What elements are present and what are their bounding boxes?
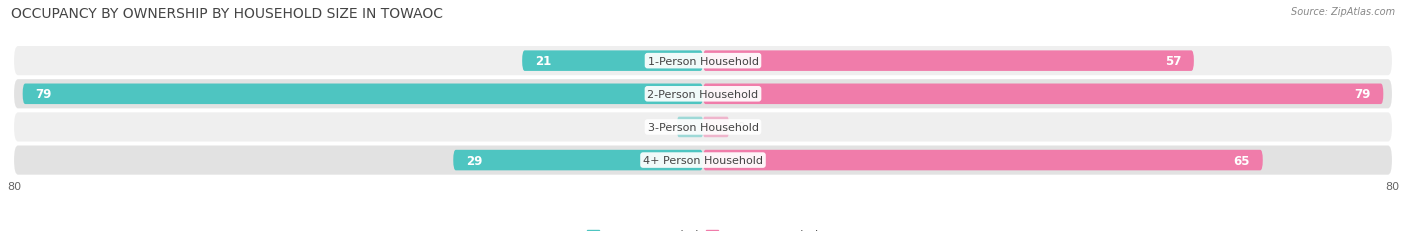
Legend: Owner-occupied, Renter-occupied: Owner-occupied, Renter-occupied	[582, 224, 824, 231]
FancyBboxPatch shape	[678, 117, 703, 138]
Text: 2-Person Household: 2-Person Household	[647, 89, 759, 99]
FancyBboxPatch shape	[703, 150, 1263, 171]
FancyBboxPatch shape	[14, 146, 1392, 175]
Text: 29: 29	[467, 154, 482, 167]
FancyBboxPatch shape	[703, 84, 1384, 105]
Text: 79: 79	[35, 88, 52, 101]
Text: 65: 65	[1233, 154, 1250, 167]
Text: 57: 57	[1164, 55, 1181, 68]
FancyBboxPatch shape	[703, 51, 1194, 72]
FancyBboxPatch shape	[703, 117, 728, 138]
Text: Source: ZipAtlas.com: Source: ZipAtlas.com	[1291, 7, 1395, 17]
Text: 79: 79	[1354, 88, 1371, 101]
FancyBboxPatch shape	[14, 113, 1392, 142]
Text: 0: 0	[738, 121, 745, 134]
Text: 0: 0	[661, 121, 669, 134]
Text: 21: 21	[536, 55, 551, 68]
Text: 4+ Person Household: 4+ Person Household	[643, 155, 763, 165]
FancyBboxPatch shape	[453, 150, 703, 171]
FancyBboxPatch shape	[22, 84, 703, 105]
Text: 1-Person Household: 1-Person Household	[648, 56, 758, 66]
FancyBboxPatch shape	[14, 80, 1392, 109]
FancyBboxPatch shape	[522, 51, 703, 72]
FancyBboxPatch shape	[14, 47, 1392, 76]
Text: OCCUPANCY BY OWNERSHIP BY HOUSEHOLD SIZE IN TOWAOC: OCCUPANCY BY OWNERSHIP BY HOUSEHOLD SIZE…	[11, 7, 443, 21]
Text: 3-Person Household: 3-Person Household	[648, 122, 758, 132]
